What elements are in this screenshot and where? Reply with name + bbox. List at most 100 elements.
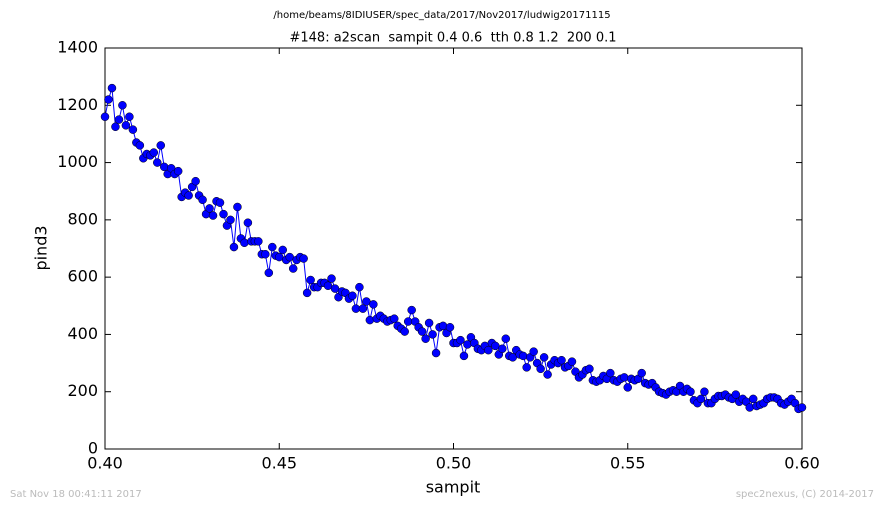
footer-right: spec2nexus, (C) 2014-2017 — [736, 489, 874, 500]
data-point — [748, 394, 758, 404]
data-point — [107, 83, 117, 93]
data-point — [100, 112, 110, 121]
data-point — [125, 112, 134, 121]
data-point — [501, 334, 511, 343]
data-point — [208, 211, 218, 220]
x-axis-label: sampit — [426, 478, 481, 497]
data-point — [745, 403, 754, 412]
y-tick-label: 1000 — [57, 152, 98, 171]
data-point — [529, 347, 538, 356]
data-point — [700, 387, 709, 396]
data-point — [173, 166, 183, 176]
y-tick-label: 1400 — [57, 38, 98, 57]
data-point — [254, 237, 263, 246]
data-point — [268, 242, 277, 252]
data-point — [623, 383, 632, 392]
y-tick-label: 400 — [67, 324, 98, 343]
data-point — [585, 364, 594, 374]
data-point — [369, 300, 378, 309]
data-point — [400, 327, 409, 336]
x-tick-label: 0.45 — [261, 454, 297, 473]
data-point — [233, 202, 242, 212]
data-point — [445, 323, 455, 332]
x-tick-label: 0.55 — [610, 454, 646, 473]
data-point — [240, 238, 249, 248]
x-tick-label: 0.60 — [784, 454, 820, 473]
data-point — [463, 340, 472, 349]
data-point — [431, 348, 441, 358]
data-point — [159, 162, 169, 172]
data-point — [128, 125, 138, 134]
data-point — [797, 403, 807, 412]
data-point — [111, 122, 120, 132]
data-point — [459, 351, 469, 361]
data-point — [205, 204, 214, 213]
data-point — [226, 215, 235, 225]
data-point — [518, 351, 528, 361]
data-point — [184, 191, 193, 200]
data-point — [104, 95, 113, 104]
data-point — [421, 334, 430, 343]
x-tick-label: 0.50 — [436, 454, 472, 473]
data-point — [219, 209, 228, 219]
data-point — [264, 268, 274, 278]
x-tick-label: 0.40 — [87, 454, 123, 473]
plot-frame — [104, 47, 803, 450]
data-point — [417, 327, 427, 336]
data-point — [118, 101, 127, 110]
chart-title: #148: a2scan sampit 0.4 0.6 tth 0.8 1.2 … — [289, 31, 616, 46]
suptitle: /home/beams/8IDIUSER/spec_data/2017/Nov2… — [273, 10, 610, 21]
data-point — [229, 242, 239, 252]
data-point — [153, 158, 162, 167]
data-point — [686, 387, 695, 396]
data-point — [278, 245, 287, 255]
data-point — [306, 275, 315, 285]
data-point — [543, 370, 552, 379]
data-point — [424, 318, 434, 328]
data-point — [261, 249, 270, 259]
data-point — [149, 148, 159, 157]
data-point — [498, 344, 507, 353]
data-point — [637, 368, 646, 378]
data-point — [348, 291, 357, 301]
y-tick-label: 800 — [67, 209, 98, 228]
data-point — [121, 121, 131, 130]
data-point — [567, 357, 577, 366]
data-point — [731, 390, 741, 399]
data-point — [522, 363, 531, 372]
data-point — [355, 282, 364, 292]
y-tick-label: 0 — [88, 439, 98, 458]
data-point — [215, 198, 225, 207]
data-point — [114, 115, 124, 124]
data-point — [198, 195, 207, 205]
data-point — [365, 315, 375, 325]
data-point — [243, 218, 253, 227]
data-point — [456, 335, 465, 345]
data-point — [438, 321, 448, 331]
data-point — [539, 353, 549, 362]
y-axis-label: pind3 — [32, 225, 51, 270]
data-point — [302, 288, 312, 298]
data-point — [557, 355, 566, 365]
data-point — [606, 368, 615, 378]
data-point — [484, 345, 493, 355]
y-tick-label: 200 — [67, 381, 98, 400]
y-tick-label: 600 — [67, 267, 98, 286]
data-point — [288, 264, 298, 273]
data-point — [536, 364, 545, 374]
footer-left: Sat Nov 18 00:41:11 2017 — [10, 489, 142, 500]
data-point — [191, 176, 200, 186]
y-tick-label: 1200 — [57, 95, 98, 114]
data-point — [390, 314, 399, 323]
data-point — [327, 274, 336, 283]
data-point — [135, 141, 145, 150]
data-point — [696, 394, 706, 404]
data-point — [358, 304, 368, 313]
data-point — [156, 141, 166, 150]
data-point — [299, 254, 308, 263]
data-point — [407, 305, 416, 315]
data-point — [428, 330, 437, 339]
